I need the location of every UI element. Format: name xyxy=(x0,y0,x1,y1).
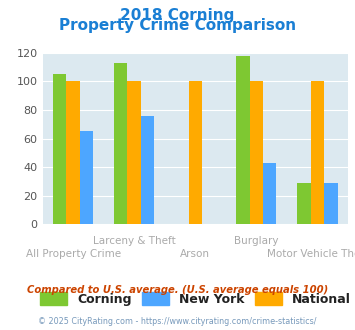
Text: Larceny & Theft: Larceny & Theft xyxy=(93,236,176,246)
Bar xyxy=(141,116,154,224)
Bar xyxy=(127,82,141,224)
Bar xyxy=(311,82,324,224)
Bar xyxy=(250,82,263,224)
Text: All Property Crime: All Property Crime xyxy=(26,249,121,259)
Text: Compared to U.S. average. (U.S. average equals 100): Compared to U.S. average. (U.S. average … xyxy=(27,285,328,295)
Text: Burglary: Burglary xyxy=(234,236,279,246)
Bar xyxy=(236,56,250,224)
Text: © 2025 CityRating.com - https://www.cityrating.com/crime-statistics/: © 2025 CityRating.com - https://www.city… xyxy=(38,317,317,326)
Text: Motor Vehicle Theft: Motor Vehicle Theft xyxy=(267,249,355,259)
Bar xyxy=(324,183,338,224)
Text: Property Crime Comparison: Property Crime Comparison xyxy=(59,18,296,33)
Bar xyxy=(189,82,202,224)
Text: Arson: Arson xyxy=(180,249,210,259)
Bar xyxy=(80,131,93,224)
Text: 2018 Corning: 2018 Corning xyxy=(120,8,235,23)
Legend: Corning, New York, National: Corning, New York, National xyxy=(34,287,355,311)
Bar xyxy=(66,82,80,224)
Bar xyxy=(114,63,127,224)
Bar xyxy=(53,74,66,224)
Bar xyxy=(263,163,277,224)
Bar xyxy=(297,183,311,224)
